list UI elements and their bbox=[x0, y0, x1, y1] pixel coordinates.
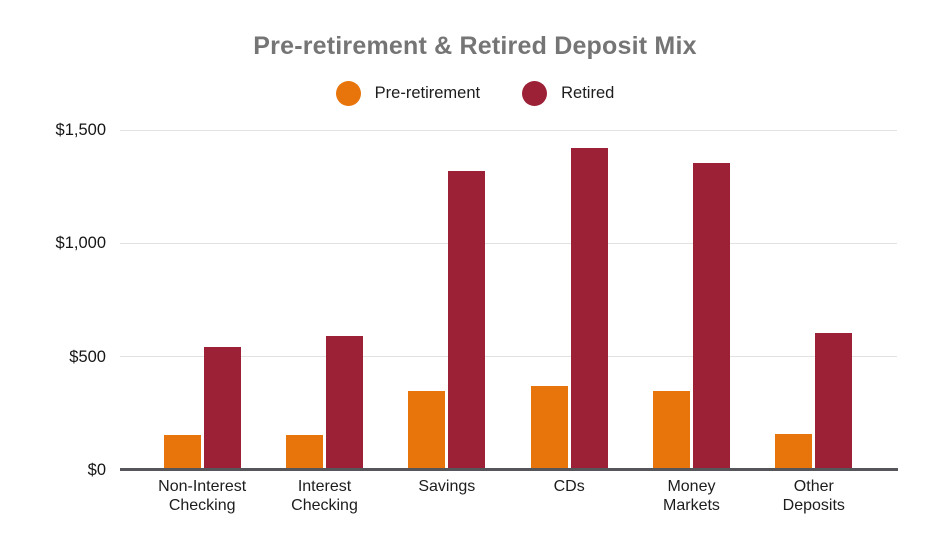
x-axis-category-label-line: Checking bbox=[168, 497, 236, 514]
legend-swatch-circle bbox=[335, 80, 361, 106]
legend-swatch-circle bbox=[522, 80, 548, 106]
x-axis-category-label-line: Money bbox=[667, 478, 716, 495]
y-axis-tick-label: $1,500 bbox=[55, 121, 106, 139]
bar-pre-retirement bbox=[408, 390, 446, 470]
legend-label: Pre-retirement bbox=[374, 83, 481, 102]
bar-group bbox=[386, 130, 508, 470]
bar-group bbox=[753, 130, 875, 470]
gridline bbox=[120, 129, 897, 131]
y-axis-tick-label: $1,000 bbox=[55, 234, 106, 253]
y-axis-tick-label: $0 bbox=[87, 461, 106, 479]
x-axis-category-label: Money Markets bbox=[630, 477, 752, 515]
bar-group bbox=[630, 130, 752, 470]
legend-label: Retired bbox=[561, 83, 615, 102]
chart-title: Pre-retirement & Retired Deposit Mix bbox=[253, 32, 697, 60]
plot-area bbox=[141, 130, 875, 470]
x-axis-category-label-line: Other bbox=[793, 478, 834, 495]
x-axis-category-label-line: CDs bbox=[553, 478, 585, 495]
bar-pre-retirement bbox=[163, 434, 201, 470]
gridline bbox=[120, 242, 897, 244]
x-axis-category-label: CDs bbox=[508, 477, 630, 515]
bar-retired bbox=[203, 346, 241, 470]
bar-pre-retirement bbox=[775, 433, 813, 470]
legend-item: Pre-retirement bbox=[335, 80, 481, 106]
bar-group bbox=[263, 130, 385, 470]
y-axis-tick-label: $500 bbox=[69, 347, 106, 366]
bar-pre-retirement bbox=[530, 386, 568, 470]
gridline bbox=[120, 356, 897, 358]
x-axis-category-label-line: Markets bbox=[663, 497, 720, 514]
bar-pre-retirement bbox=[285, 434, 323, 470]
x-axis-category-label: Other Deposits bbox=[753, 477, 875, 515]
x-axis-category-label: Non-Interest Checking bbox=[141, 477, 263, 515]
bar-group bbox=[141, 130, 263, 470]
x-axis: Non-Interest Checking Interest Checking Savi… bbox=[141, 477, 875, 515]
x-axis-category-label: Savings bbox=[386, 477, 508, 515]
bar-pre-retirement bbox=[652, 390, 690, 470]
legend-item: Retired bbox=[522, 80, 615, 106]
x-axis-category-label-line: Deposits bbox=[782, 497, 845, 514]
chart-legend: Pre-retirement Retired bbox=[0, 79, 950, 107]
bar-retired bbox=[325, 336, 363, 470]
x-axis-category-label: Interest Checking bbox=[263, 477, 385, 515]
bar-retired bbox=[448, 170, 486, 470]
x-axis-category-label-line: Non-Interest bbox=[158, 478, 247, 495]
bar-retired bbox=[815, 332, 853, 470]
x-axis-baseline bbox=[120, 468, 898, 471]
bar-retired bbox=[692, 162, 730, 470]
bar-group bbox=[508, 130, 630, 470]
x-axis-category-label-line: Savings bbox=[418, 478, 476, 495]
bar-retired bbox=[570, 148, 608, 470]
x-axis-category-label-line: Checking bbox=[291, 497, 358, 514]
x-axis-category-label-line: Interest bbox=[297, 478, 352, 495]
